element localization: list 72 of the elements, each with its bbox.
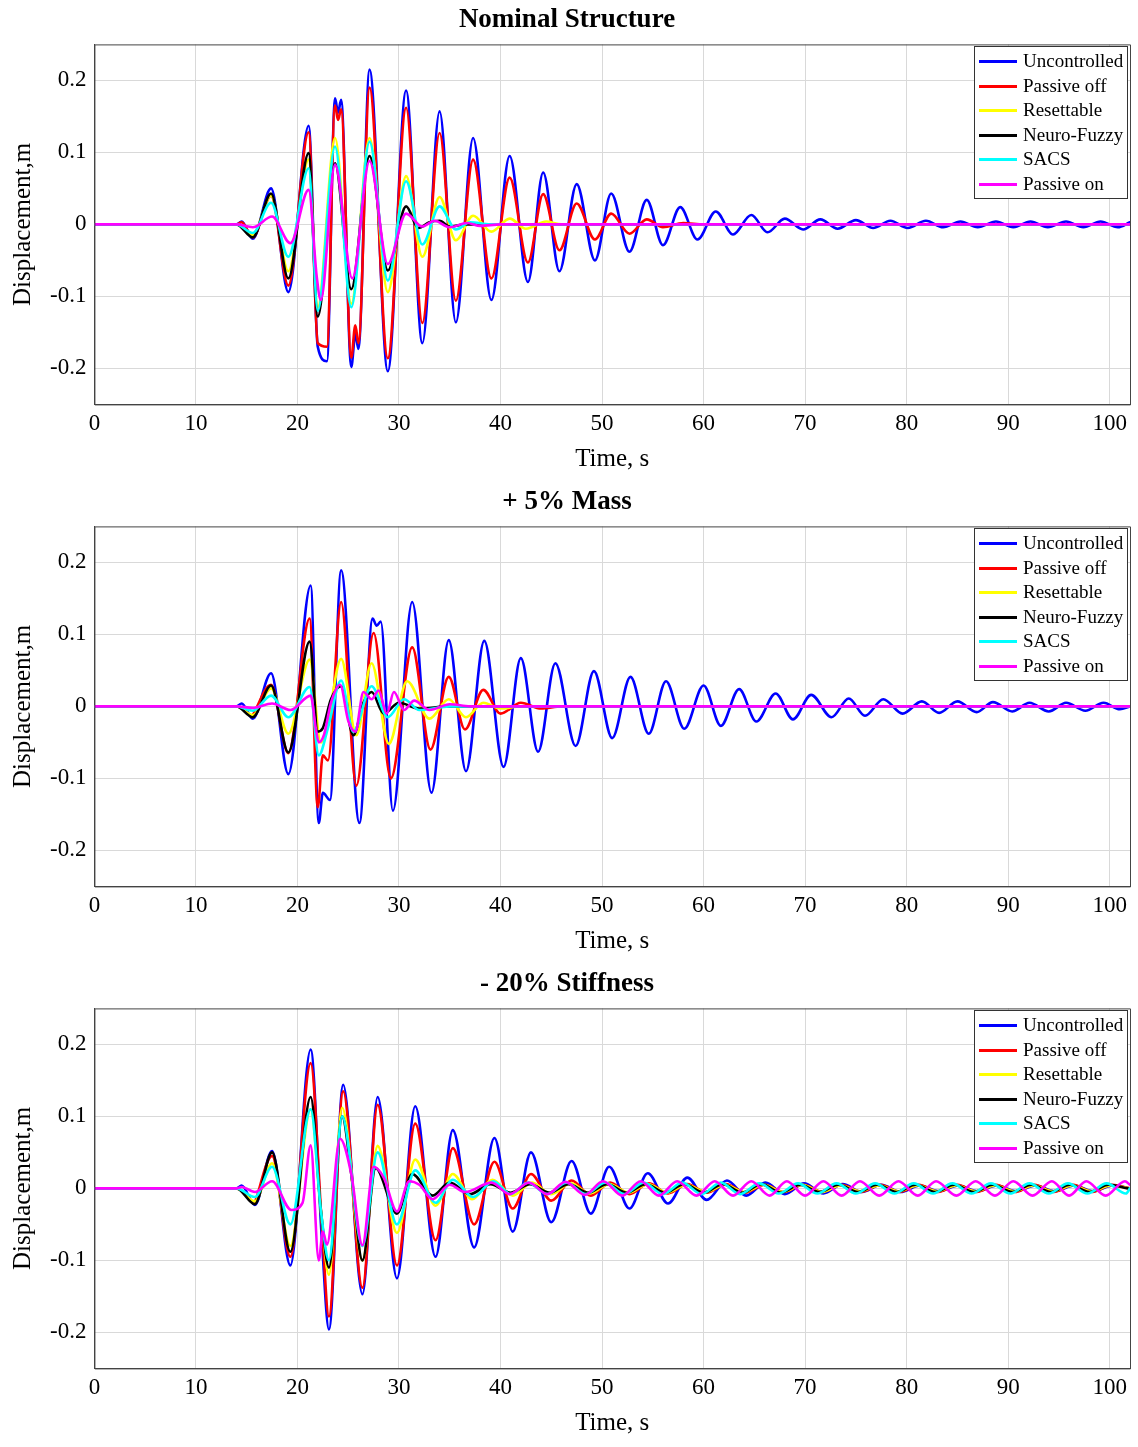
x-tick-label: 50 [590, 892, 614, 918]
x-tick-label: 60 [692, 1374, 716, 1400]
x-tick-label: 70 [793, 410, 817, 436]
legend-label: Neuro-Fuzzy [1023, 122, 1124, 147]
y-tick-label: -0.1 [49, 282, 87, 308]
x-axis-title: Time, s [575, 925, 650, 953]
y-tick-label: 0 [74, 210, 87, 236]
x-tick-label: 10 [184, 410, 208, 436]
x-tick-label: 80 [895, 1374, 919, 1400]
x-tick-label: 50 [590, 1374, 614, 1400]
legend-label: Passive off [1023, 555, 1107, 580]
legend-label: Neuro-Fuzzy [1023, 1086, 1124, 1111]
legend-label: Uncontrolled [1023, 1013, 1124, 1038]
y-tick-label: -0.2 [49, 836, 87, 862]
legend-label: Uncontrolled [1023, 49, 1124, 74]
x-tick-label: 80 [895, 892, 919, 918]
y-tick-label: 0.2 [57, 548, 87, 574]
x-tick-label: 30 [387, 892, 411, 918]
y-tick-label: -0.1 [49, 1246, 87, 1272]
y-tick-label: 0.1 [57, 1102, 87, 1128]
x-tick-label: 100 [1092, 410, 1127, 436]
x-tick-label: 20 [285, 892, 309, 918]
legend-label: SACS [1023, 1111, 1071, 1136]
legend-label: SACS [1023, 629, 1071, 654]
x-tick-label: 20 [285, 410, 309, 436]
x-tick-label: 60 [692, 410, 716, 436]
legend-label: Resettable [1023, 98, 1103, 123]
x-tick-label: 100 [1092, 1374, 1127, 1400]
x-tick-label: 90 [996, 1374, 1020, 1400]
y-tick-label: -0.1 [49, 764, 87, 790]
x-tick-label: 60 [692, 892, 716, 918]
legend-label: Resettable [1023, 580, 1103, 605]
x-tick-label: 90 [996, 892, 1020, 918]
chart-title: Nominal Structure [458, 3, 676, 34]
y-axis-title: Displacement,m [7, 1106, 35, 1270]
x-tick-label: 40 [489, 892, 513, 918]
legend-label: Resettable [1023, 1062, 1103, 1087]
x-tick-label: 90 [996, 410, 1020, 436]
x-tick-label: 10 [184, 1374, 208, 1400]
legend-label: Passive off [1023, 1037, 1107, 1062]
x-tick-label: 70 [793, 892, 817, 918]
x-tick-label: 70 [793, 1374, 817, 1400]
legend-label: Passive on [1023, 1135, 1104, 1160]
y-tick-label: -0.2 [49, 354, 87, 380]
chart-title: - 20% Stiffness [480, 967, 654, 998]
chart-title: + 5% Mass [502, 485, 632, 516]
x-tick-label: 20 [285, 1374, 309, 1400]
x-tick-label: 40 [489, 410, 513, 436]
y-tick-label: 0.1 [57, 620, 87, 646]
x-tick-label: 40 [489, 1374, 513, 1400]
x-tick-label: 80 [895, 410, 919, 436]
legend-label: SACS [1023, 147, 1071, 172]
y-tick-label: 0.2 [57, 1030, 87, 1056]
x-axis-title: Time, s [575, 443, 650, 471]
y-tick-label: 0 [74, 692, 87, 718]
y-tick-label: 0.1 [57, 138, 87, 164]
legend-label: Passive on [1023, 653, 1104, 678]
legend-label: Passive off [1023, 73, 1107, 98]
x-tick-label: 10 [184, 892, 208, 918]
x-tick-label: 30 [387, 1374, 411, 1400]
y-axis-title: Displacement,m [7, 624, 35, 788]
y-tick-label: -0.2 [49, 1318, 87, 1344]
legend-label: Neuro-Fuzzy [1023, 604, 1124, 629]
x-axis-title: Time, s [575, 1407, 650, 1435]
y-tick-label: 0.2 [57, 66, 87, 92]
legend-label: Passive on [1023, 171, 1104, 196]
y-tick-label: 0 [74, 1174, 87, 1200]
x-tick-label: 50 [590, 410, 614, 436]
legend-label: Uncontrolled [1023, 531, 1124, 556]
y-axis-title: Displacement,m [7, 142, 35, 306]
x-tick-label: 30 [387, 410, 411, 436]
x-tick-label: 100 [1092, 892, 1127, 918]
